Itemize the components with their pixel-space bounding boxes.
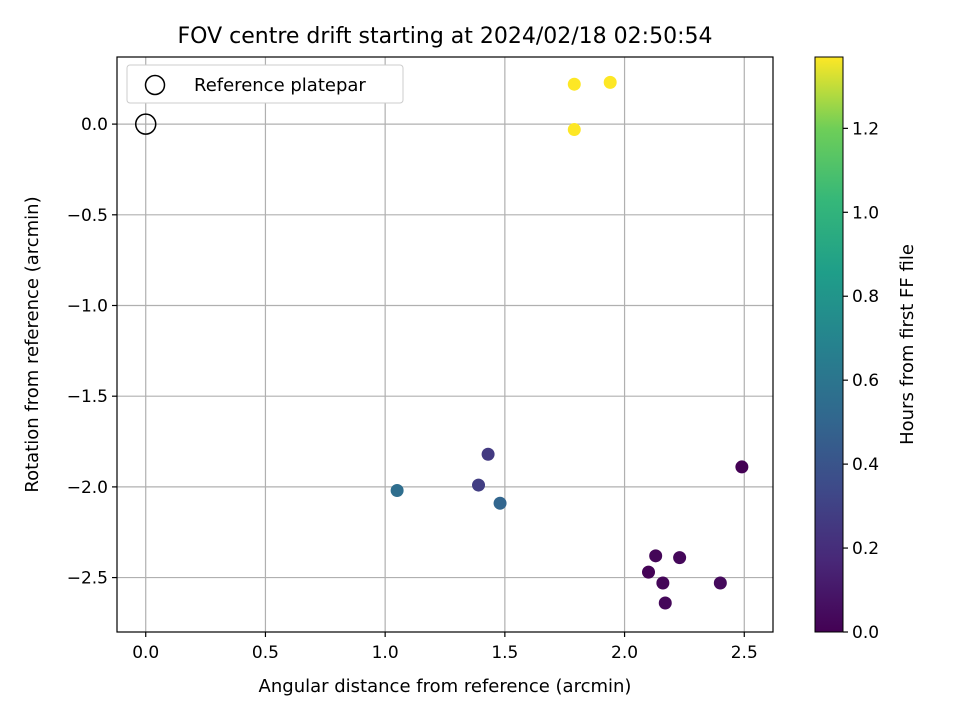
data-point [493, 496, 507, 510]
data-point [390, 484, 404, 498]
y-tick-label: −2.5 [67, 569, 108, 589]
colorbar-tick-label: 0.0 [852, 623, 879, 643]
legend-box [126, 64, 404, 104]
plot-area-frame [116, 56, 774, 633]
colorbar-tick-label: 0.2 [852, 539, 879, 559]
data-point [481, 447, 495, 461]
colorbar-tick-label: 1.0 [852, 203, 879, 223]
colorbar: 0.0 0.2 0.4 0.6 0.8 1.0 1.2 Hours from first F… [814, 56, 918, 643]
colorbar-tick-label: 0.4 [852, 455, 879, 475]
y-axis-label: Rotation from reference (arcmin) [22, 196, 43, 492]
grid-lines [117, 57, 773, 632]
y-tick-label: −2.0 [67, 478, 108, 498]
colorbar-tick-label: 0.8 [852, 287, 879, 307]
y-tick-label: −0.5 [67, 206, 108, 226]
data-point [649, 549, 663, 563]
data-point [713, 576, 727, 590]
x-axis-ticks: 0.0 0.5 1.0 1.5 2.0 2.5 [132, 632, 758, 663]
data-point [735, 460, 749, 474]
data-point [642, 565, 656, 579]
data-point [567, 123, 581, 137]
legend-reference-marker [144, 74, 166, 96]
data-point [567, 77, 581, 91]
colorbar-tick-label: 0.6 [852, 371, 879, 391]
data-point [603, 75, 617, 89]
y-tick-label: −1.5 [67, 387, 108, 407]
x-tick-label: 2.0 [611, 643, 638, 663]
x-tick-label: 0.0 [132, 643, 159, 663]
reference-point [134, 113, 157, 135]
legend: Reference platepar [126, 64, 404, 104]
data-point [673, 551, 687, 565]
colorbar-ticks: 0.0 0.2 0.4 0.6 0.8 1.0 1.2 [843, 119, 879, 643]
colorbar-tick-label: 1.2 [852, 119, 879, 139]
x-tick-label: 0.5 [252, 643, 279, 663]
x-tick-label: 1.0 [372, 643, 399, 663]
data-points [134, 75, 749, 610]
data-point [472, 478, 486, 492]
x-axis-label: Angular distance from reference (arcmin) [259, 676, 632, 697]
y-tick-label: −1.0 [67, 297, 108, 317]
data-point [656, 576, 670, 590]
x-tick-label: 2.5 [731, 643, 758, 663]
y-tick-label: 0.0 [81, 115, 108, 135]
colorbar-gradient [814, 56, 844, 633]
data-point [658, 596, 672, 610]
legend-reference-label: Reference platepar [194, 75, 366, 96]
colorbar-label: Hours from first FF file [897, 244, 918, 445]
x-tick-label: 1.5 [491, 643, 518, 663]
y-axis-ticks: 0.0 −0.5 −1.0 −1.5 −2.0 −2.5 [67, 115, 117, 589]
chart-title: FOV centre drift starting at 2024/02/18 … [178, 24, 713, 49]
